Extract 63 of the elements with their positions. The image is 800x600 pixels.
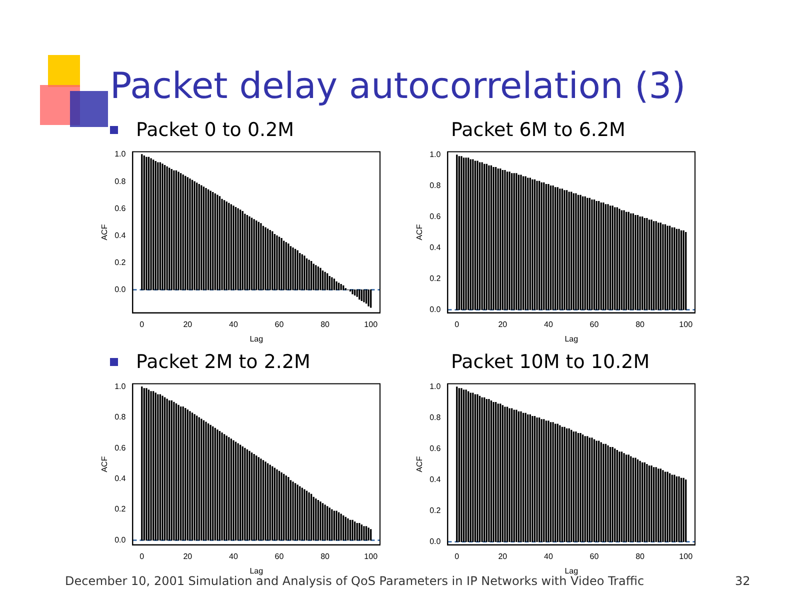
- y-tick-label: 0.2: [114, 258, 126, 267]
- x-tick-label: 20: [183, 552, 193, 561]
- y-tick-label: 0.6: [114, 204, 126, 213]
- y-tick-label: 0.2: [430, 506, 442, 515]
- x-tick-label: 40: [544, 320, 554, 329]
- y-axis-title: ACF: [100, 456, 110, 472]
- x-axis-title: Lag: [250, 334, 264, 344]
- x-tick-label: 60: [590, 552, 600, 561]
- y-tick-label: 0.6: [430, 212, 442, 222]
- x-tick-label: 0: [454, 552, 460, 561]
- x-tick-label: 0: [454, 320, 460, 329]
- x-tick-label: 100: [364, 552, 378, 561]
- y-axis-title: ACF: [100, 224, 110, 240]
- x-tick-label: 100: [679, 320, 694, 329]
- x-tick-label: 80: [636, 320, 646, 329]
- y-axis-title: ACF: [415, 224, 424, 240]
- y-tick-label: 0.4: [430, 242, 442, 252]
- x-tick-label: 100: [679, 552, 694, 561]
- x-tick-label: 60: [274, 320, 284, 329]
- y-tick-label: 0.4: [430, 474, 442, 484]
- x-axis-title: Lag: [564, 566, 578, 576]
- y-tick-label: 0.2: [430, 274, 442, 283]
- x-tick-label: 80: [636, 552, 646, 561]
- y-tick-label: 0.6: [430, 444, 442, 454]
- x-tick-label: 0: [140, 552, 145, 561]
- x-tick-label: 40: [229, 320, 238, 329]
- chart-title: Packet 2M to 2.2M: [135, 350, 312, 375]
- x-tick-label: 20: [498, 320, 508, 329]
- y-tick-label: 0.8: [430, 413, 442, 422]
- y-tick-label: 0.8: [114, 176, 126, 186]
- y-axis-title: ACF: [415, 456, 424, 472]
- text: Packet delay autocorrelation (3): [110, 66, 686, 107]
- y-tick-label: 0.2: [114, 504, 126, 514]
- y-tick-label: 0.0: [114, 285, 126, 294]
- x-tick-label: 40: [544, 552, 554, 561]
- y-tick-label: 0.8: [430, 181, 442, 190]
- chart-title: Packet 0 to 0.2M: [135, 118, 296, 143]
- y-tick-label: 0.0: [430, 304, 442, 314]
- y-tick-label: 0.4: [114, 230, 126, 240]
- chart-title: Packet 6M to 6.2M: [450, 118, 626, 143]
- text: 32: [735, 574, 750, 588]
- x-tick-label: 40: [229, 552, 238, 561]
- x-axis-title: Lag: [250, 566, 264, 576]
- text: December 10, 2001 Simulation and Analysis of QoS Parameters in IP Networks with Video Traffic: [65, 574, 644, 588]
- x-tick-label: 80: [320, 320, 330, 329]
- y-tick-label: 0.4: [114, 474, 126, 484]
- x-tick-label: 100: [364, 320, 378, 329]
- x-tick-label: 60: [590, 320, 600, 329]
- y-tick-label: 1.0: [114, 150, 126, 159]
- chart-title: Packet 10M to 10.2M: [450, 350, 651, 375]
- x-axis-title: Lag: [564, 334, 578, 344]
- y-tick-label: 1.0: [430, 382, 442, 392]
- x-tick-label: 0: [140, 320, 145, 329]
- x-tick-label: 80: [320, 552, 330, 561]
- y-tick-label: 0.0: [430, 536, 442, 546]
- y-tick-label: 1.0: [430, 150, 442, 160]
- y-tick-label: 0.8: [114, 412, 126, 422]
- x-tick-label: 20: [498, 552, 508, 561]
- x-tick-label: 20: [183, 320, 193, 329]
- y-tick-label: 1.0: [114, 382, 126, 392]
- y-tick-label: 0.6: [114, 443, 126, 452]
- x-tick-label: 60: [274, 552, 284, 561]
- y-tick-label: 0.0: [114, 535, 126, 544]
